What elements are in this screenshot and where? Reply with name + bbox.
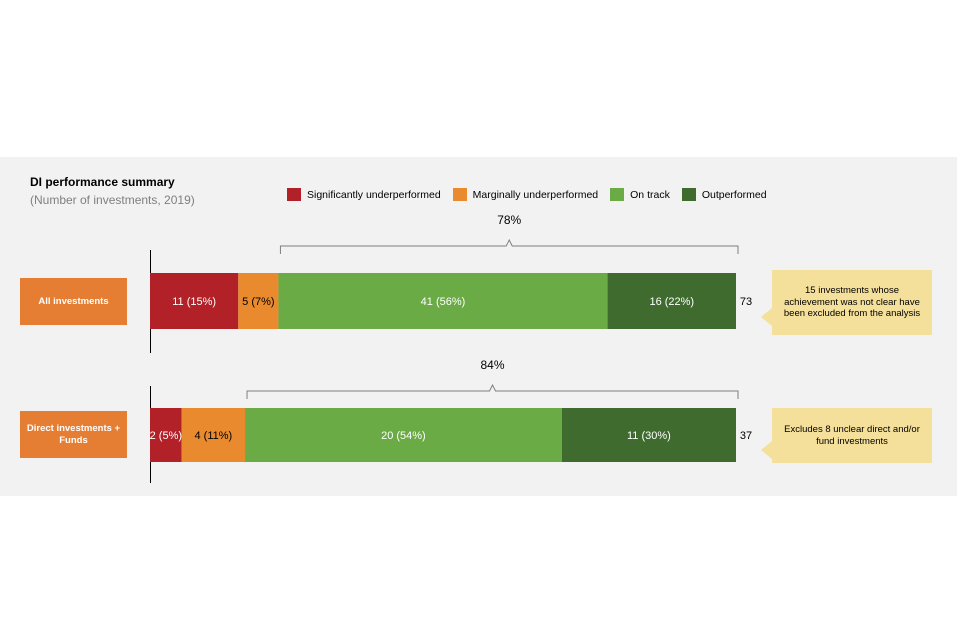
bar-segment — [181, 408, 246, 462]
bracket — [279, 238, 739, 254]
note-box: Excludes 8 unclear direct and/or fund in… — [772, 408, 932, 463]
legend-item-marginally-underperformed: Marginally underperformed — [452, 188, 599, 201]
row-label-all-investments: All investments — [20, 278, 127, 325]
row-label-direct-investments-funds: Direct investments + Funds — [20, 411, 127, 458]
row-total-label: 37 — [740, 430, 752, 442]
data-label: 5 (7%) — [242, 296, 274, 308]
chart-title: DI performance summary — [30, 175, 175, 189]
legend-swatch — [287, 188, 301, 201]
bar-segment — [150, 273, 239, 329]
bracket-label: 84% — [480, 358, 504, 372]
bar-segment — [278, 273, 608, 329]
legend-item-outperformed: Outperformed — [681, 188, 767, 201]
legend-item-on-track: On track — [610, 188, 670, 201]
legend-swatch — [610, 188, 625, 201]
chart-subtitle: (Number of investments, 2019) — [30, 193, 195, 207]
legend-label: Marginally underperformed — [472, 188, 599, 201]
legend-label: On track — [630, 188, 670, 201]
data-label: 4 (11%) — [194, 430, 232, 442]
note-box: 15 investments whose achievement was not… — [772, 270, 932, 335]
legend-swatch — [452, 188, 467, 201]
note-pointer — [761, 441, 772, 459]
legend-swatch — [681, 188, 696, 201]
data-label: 2 (5%) — [150, 430, 182, 442]
data-label: 16 (22%) — [649, 296, 694, 308]
bar-segment — [245, 408, 562, 462]
note-pointer — [761, 308, 772, 326]
bar-segment — [607, 273, 736, 329]
legend-item-significantly-underperformed: Significantly underperformed — [287, 188, 441, 201]
bracket-label: 78% — [497, 213, 521, 227]
row-total-label: 73 — [740, 296, 752, 308]
bar-segment — [238, 273, 279, 329]
bracket — [246, 383, 739, 399]
legend-label: Significantly underperformed — [307, 188, 441, 201]
bar-segment — [561, 408, 736, 462]
data-label: 20 (54%) — [381, 430, 426, 442]
bar-segment — [150, 408, 182, 462]
legend-label: Outperformed — [701, 188, 767, 201]
legend: Significantly underperformed Marginally … — [287, 188, 779, 201]
data-label: 11 (15%) — [172, 296, 216, 308]
data-label: 41 (56%) — [421, 296, 466, 308]
data-label: 11 (30%) — [627, 430, 671, 442]
